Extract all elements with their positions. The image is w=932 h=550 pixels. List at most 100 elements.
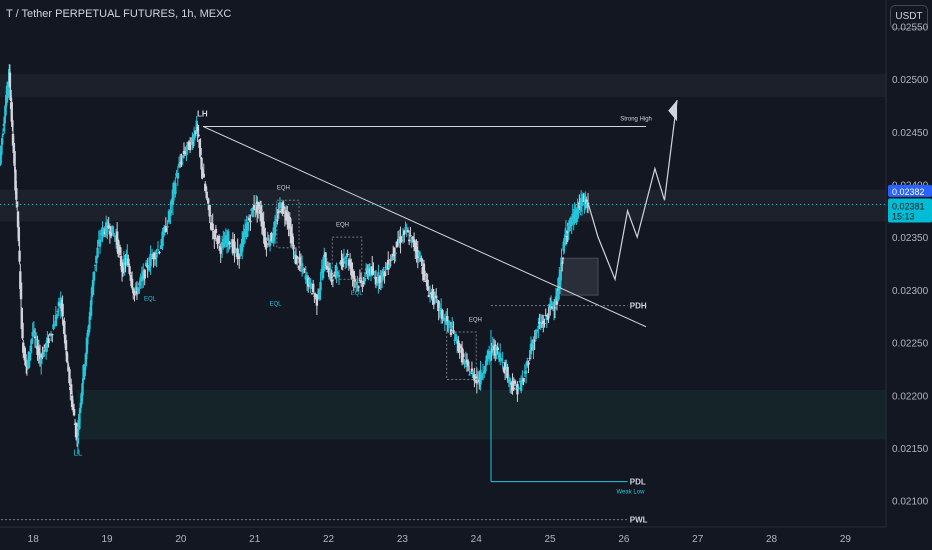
candle-body [416,250,419,259]
candle-body [564,230,568,241]
candle-body [80,393,83,405]
candle-body [52,324,55,330]
pattern-label: EQL [144,296,157,302]
candle-body [108,231,112,235]
candle-body [335,266,338,276]
candle-body [490,349,493,353]
candle-body [377,272,380,284]
candle-body [227,231,230,243]
candle-body [310,293,314,295]
candle-body [159,245,163,249]
candle-body [438,307,442,310]
candle-body [547,316,550,319]
candle-body [0,145,3,156]
candle-body [21,322,24,339]
chart-title: T / Tether PERPETUAL FUTURES, 1h, MEXC [6,8,232,20]
candle-body [146,265,149,269]
candle-body [500,358,503,360]
candle-body [384,267,387,269]
candle-body [166,226,169,228]
candle-body [297,266,300,268]
candle-body [198,139,201,148]
candle-body [336,272,339,274]
candle-body [517,387,520,390]
candle-body [298,257,301,264]
candle-body [11,133,15,146]
candle-body [415,246,418,253]
candle-body [531,347,534,349]
strong-high-label: Strong High [620,116,652,122]
candle-body [59,297,62,309]
pwl-label: PWL [630,516,648,525]
candle-body [18,250,21,262]
candle-body [462,353,465,358]
candle-body [515,388,518,390]
candle-body [174,182,177,194]
candle-body [231,239,235,254]
candle-body [103,231,107,235]
candle-body [388,264,391,268]
candle-body [469,372,472,374]
candle-body [446,316,449,322]
pattern-label: EQL [269,302,282,308]
candle-body [40,357,43,365]
x-tick-label: 24 [471,534,483,545]
candle-body [342,258,346,260]
currency-button[interactable]: USDT [890,5,928,29]
candle-body [214,228,218,234]
candle-body [163,227,166,236]
candle-body [188,142,192,151]
candle-body [366,270,369,274]
candle-body [147,265,151,271]
candle-body [441,310,444,320]
candle-body [452,330,455,334]
y-tick-label: 0.02550 [892,22,929,33]
candle-body [164,225,168,232]
candle-body [71,405,75,410]
candle-body [243,228,247,234]
candle-body [347,259,351,266]
candle-body [76,437,80,444]
candle-body [11,120,14,127]
candle-body [561,262,564,264]
candle-body [550,305,554,309]
candle-body [182,150,186,155]
candle-body [63,334,67,344]
candle-body [468,374,471,376]
candle-body [422,263,426,280]
candle-body [324,252,327,258]
candle-body [576,207,579,215]
candle-body [87,324,91,333]
candle-body [519,381,523,391]
candle-body [318,290,321,299]
candle-body [502,367,506,372]
candle-body [132,288,135,294]
candle-body [197,134,200,137]
candle-body [118,247,122,254]
candle-body [343,261,347,264]
candle-body [458,351,461,353]
candle-body [406,230,410,233]
y-tick-label: 0.02350 [892,233,929,244]
candle-body [113,235,117,237]
candle-body [463,361,466,365]
candle-body [364,268,368,271]
candle-body [175,173,178,177]
candle-body [172,182,176,193]
candle-body [6,88,9,92]
x-tick-label: 19 [101,534,113,545]
supply-zone-mid [0,189,886,222]
candle-body [262,221,265,236]
candle-body [569,217,572,226]
candle-body [0,138,4,145]
candle-body [100,232,103,234]
candle-body [199,147,202,156]
candle-body [33,336,37,339]
weak-low-label: Weak Low [617,490,646,496]
candle-body [102,228,105,233]
candle-body [521,379,524,385]
candle-body [320,269,323,274]
candle-body [476,378,480,381]
candle-body [78,417,81,430]
